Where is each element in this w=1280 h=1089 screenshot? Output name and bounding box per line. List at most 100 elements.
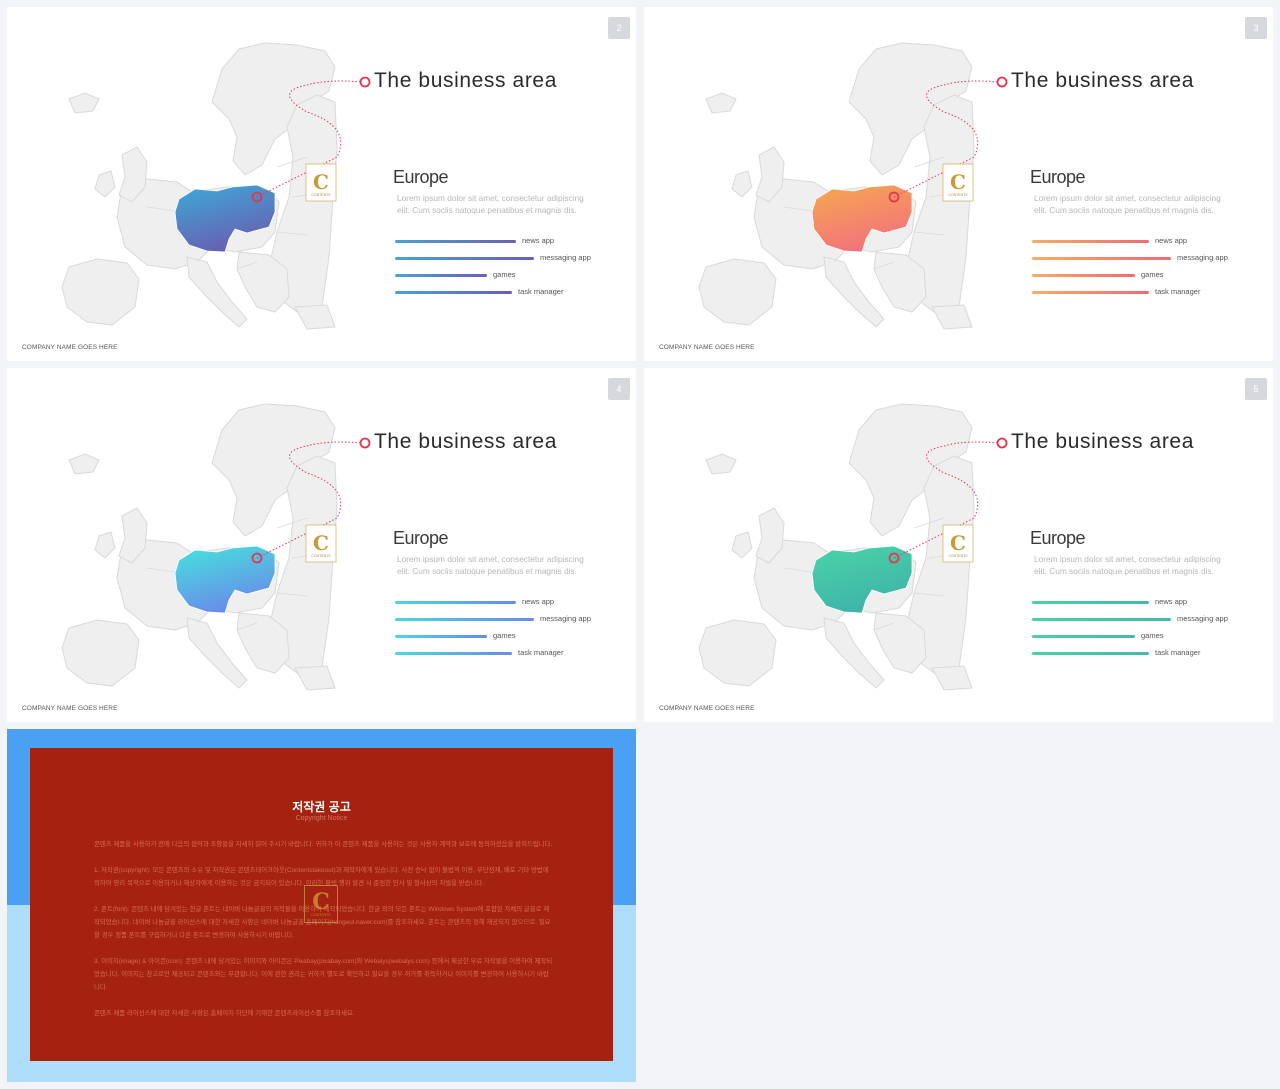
copyright-body: 콘텐츠 제품을 사용하기 전에 다음의 협약과 조항들을 자세히 읽어 주시기 …	[94, 838, 554, 1033]
country-shape	[698, 258, 777, 326]
bar-label: messaging app	[1177, 614, 1228, 623]
svg-text:C: C	[313, 170, 329, 194]
progress-bar: news app	[395, 236, 615, 247]
progress-bar: news app	[1032, 597, 1252, 608]
country-shape	[698, 619, 777, 687]
bar-label: task manager	[518, 287, 564, 296]
border-line	[873, 261, 895, 270]
progress-bar: games	[395, 631, 615, 642]
border-line	[913, 517, 945, 529]
bar-label: news app	[522, 236, 555, 245]
progress-bar: messaging app	[395, 614, 615, 625]
country-shape	[731, 531, 753, 559]
map-landmass	[698, 42, 975, 330]
bar-label: games	[1141, 631, 1164, 640]
slide-title: The business area	[1011, 69, 1194, 92]
bar-label: task manager	[1155, 287, 1201, 296]
country-shape	[294, 665, 336, 691]
progress-bar: messaging app	[395, 253, 615, 264]
progress-bar: news app	[395, 597, 615, 608]
progress-bar: messaging app	[1032, 614, 1252, 625]
country-shape	[68, 453, 100, 475]
bar-label: games	[493, 270, 516, 279]
region-description: Lorem ipsum dolor sit amet, consectetur …	[397, 554, 584, 576]
country-shape	[931, 665, 973, 691]
slide-title: The business area	[374, 69, 557, 92]
copyright-title: 저작권 공고	[292, 800, 351, 814]
contents-logo-icon: C CONTENTS	[304, 885, 338, 923]
country-shape	[94, 531, 116, 559]
border-line	[276, 592, 308, 597]
bar-label: games	[1141, 270, 1164, 279]
title-marker	[996, 76, 1008, 88]
company-footer: COMPANY NAME GOES HERE	[22, 344, 118, 351]
svg-text:C: C	[950, 170, 966, 194]
company-footer: COMPANY NAME GOES HERE	[22, 705, 118, 712]
progress-bar: task manager	[1032, 287, 1252, 298]
svg-text:CONTENTS: CONTENTS	[311, 193, 331, 197]
location-marker	[888, 191, 900, 203]
country-shape	[823, 617, 885, 689]
bar-label: messaging app	[540, 614, 591, 623]
country-shape	[68, 92, 100, 114]
country-shape	[61, 619, 140, 687]
country-shape	[94, 170, 116, 198]
svg-text:C: C	[313, 531, 329, 555]
progress-bar: messaging app	[1032, 253, 1252, 264]
copyright-subtitle: Copyright Notice	[295, 815, 348, 822]
company-footer: COMPANY NAME GOES HERE	[659, 344, 755, 351]
svg-text:C: C	[950, 531, 966, 555]
country-shape	[294, 304, 336, 330]
page-number-badge: 2	[608, 17, 630, 39]
bar-label: task manager	[1155, 648, 1201, 657]
slide-thumbnail[interactable]: 2 C CONTENTS The business area Europe Lor…	[7, 7, 636, 361]
copyright-paragraph: 콘텐츠 제품 라이선스에 대한 자세한 사항은 홈페이지 하단에 기재한 콘텐츠…	[94, 1010, 355, 1017]
region-description: Lorem ipsum dolor sit amet, consectetur …	[397, 193, 584, 215]
progress-bars: news app messaging app games task manage…	[395, 236, 615, 302]
svg-text:CONTENTS: CONTENTS	[311, 554, 331, 558]
bar-label: games	[493, 631, 516, 640]
country-shape	[731, 170, 753, 198]
progress-bar: task manager	[1032, 648, 1252, 659]
region-heading: Europe	[393, 528, 449, 548]
copyright-panel: 저작권 공고 Copyright Notice 콘텐츠 제품을 사용하기 전에 …	[30, 748, 613, 1061]
bar-label: messaging app	[1177, 253, 1228, 262]
country-shape	[905, 94, 975, 313]
highlighted-region	[811, 184, 913, 253]
progress-bars: news app messaging app games task manage…	[395, 597, 615, 663]
progress-bar: games	[395, 270, 615, 281]
bar-label: task manager	[518, 648, 564, 657]
country-shape	[873, 612, 927, 674]
border-line	[873, 622, 895, 631]
country-shape	[186, 256, 248, 328]
region-description: Lorem ipsum dolor sit amet, consectetur …	[1034, 554, 1221, 576]
copyright-paragraph: 콘텐츠 제품을 사용하기 전에 다음의 협약과 조항들을 자세히 읽어 주시기 …	[94, 841, 553, 848]
border-line	[276, 517, 308, 529]
border-line	[276, 156, 308, 168]
title-marker	[996, 437, 1008, 449]
title-marker	[359, 437, 371, 449]
border-line	[276, 231, 308, 236]
title-marker	[359, 76, 371, 88]
border-line	[913, 231, 945, 236]
location-marker	[888, 552, 900, 564]
map-landmass	[61, 403, 338, 691]
progress-bars: news app messaging app games task manage…	[1032, 597, 1252, 663]
slide-thumbnail[interactable]: 3 C CONTENTS The business area Europe Lor…	[644, 7, 1273, 361]
slide-thumbnail[interactable]: 5 C CONTENTS The business area Europe Lor…	[644, 368, 1273, 722]
border-line	[913, 156, 945, 168]
highlighted-region	[811, 545, 913, 614]
slide-thumbnail[interactable]: 4 C CONTENTS The business area Europe Lor…	[7, 368, 636, 722]
bar-label: news app	[1155, 236, 1188, 245]
slide-title: The business area	[374, 430, 557, 453]
country-shape	[268, 94, 338, 313]
progress-bar: task manager	[395, 648, 615, 659]
region-heading: Europe	[1030, 528, 1086, 548]
progress-bar: games	[1032, 631, 1252, 642]
copyright-slide-thumbnail[interactable]: 저작권 공고 Copyright Notice 콘텐츠 제품을 사용하기 전에 …	[7, 729, 636, 1082]
